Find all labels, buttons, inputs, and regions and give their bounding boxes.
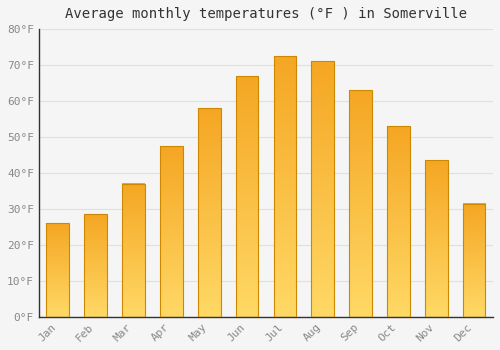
Bar — [236, 76, 258, 317]
Bar — [349, 90, 372, 317]
Bar — [84, 214, 107, 317]
Title: Average monthly temperatures (°F ) in Somerville: Average monthly temperatures (°F ) in So… — [65, 7, 467, 21]
Bar — [274, 56, 296, 317]
Bar — [312, 62, 334, 317]
Bar — [425, 160, 448, 317]
Bar — [387, 126, 410, 317]
Bar — [463, 203, 485, 317]
Bar — [198, 108, 220, 317]
Bar — [160, 146, 182, 317]
Bar — [122, 184, 145, 317]
Bar — [46, 223, 69, 317]
